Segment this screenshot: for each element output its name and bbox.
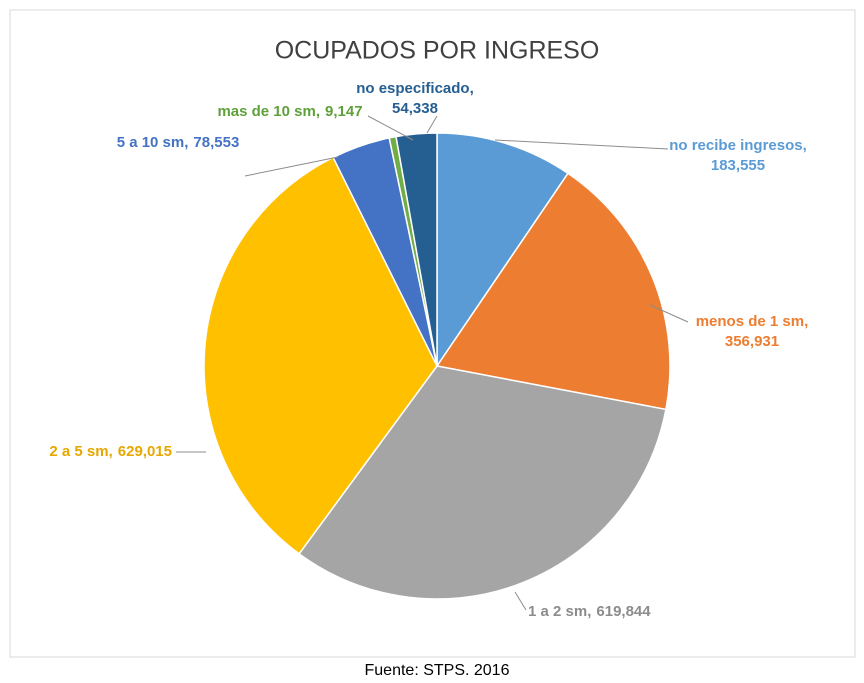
data-label: 356,931 (725, 333, 779, 350)
source: Fuente: STPS. 2016 (365, 662, 510, 679)
data-label-category: mas de 10 sm, (217, 103, 320, 120)
data-label-group: 1 a 2 sm, 619,844 (528, 603, 651, 620)
data-label: 54,338 (392, 100, 438, 117)
data-label: 78,553 (193, 134, 239, 151)
labels: no recibe ingresos, 183,555 menos de 1 sm,… (49, 80, 808, 620)
pie-slice (395, 132, 438, 367)
data-label: 619,844 (596, 603, 651, 620)
leader-line (494, 139, 669, 150)
leader-line (426, 115, 438, 134)
leader-line (244, 156, 339, 177)
data-label-category: 5 a 10 sm, (117, 134, 189, 151)
leader-line (367, 115, 414, 141)
data-label-category: 2 a 5 sm, (49, 443, 112, 460)
pie-slice (435, 172, 671, 411)
pie (203, 132, 671, 600)
data-label-group: mas de 10 sm, 9,147 (217, 103, 362, 120)
leader-line (514, 591, 527, 611)
data-label-category: menos de 1 sm, (696, 313, 809, 330)
data-label-group: 5 a 10 sm, 78,553 (117, 134, 240, 151)
data-label: 9,147 (325, 103, 363, 120)
data-label-category: no especificado, (356, 80, 474, 97)
data-label-category: no recibe ingresos, (669, 137, 807, 154)
leader-line (649, 304, 689, 323)
data-label: 629,015 (118, 443, 172, 460)
pie-slice (298, 365, 667, 600)
pie-slice (203, 156, 438, 555)
chart-title: OCUPADOS POR INGRESO (275, 37, 600, 65)
pie-slice (436, 132, 570, 369)
data-label: 183,555 (711, 157, 765, 174)
data-label-group: 2 a 5 sm, 629,015 (49, 443, 172, 460)
data-label-category: 1 a 2 sm, (528, 603, 591, 620)
